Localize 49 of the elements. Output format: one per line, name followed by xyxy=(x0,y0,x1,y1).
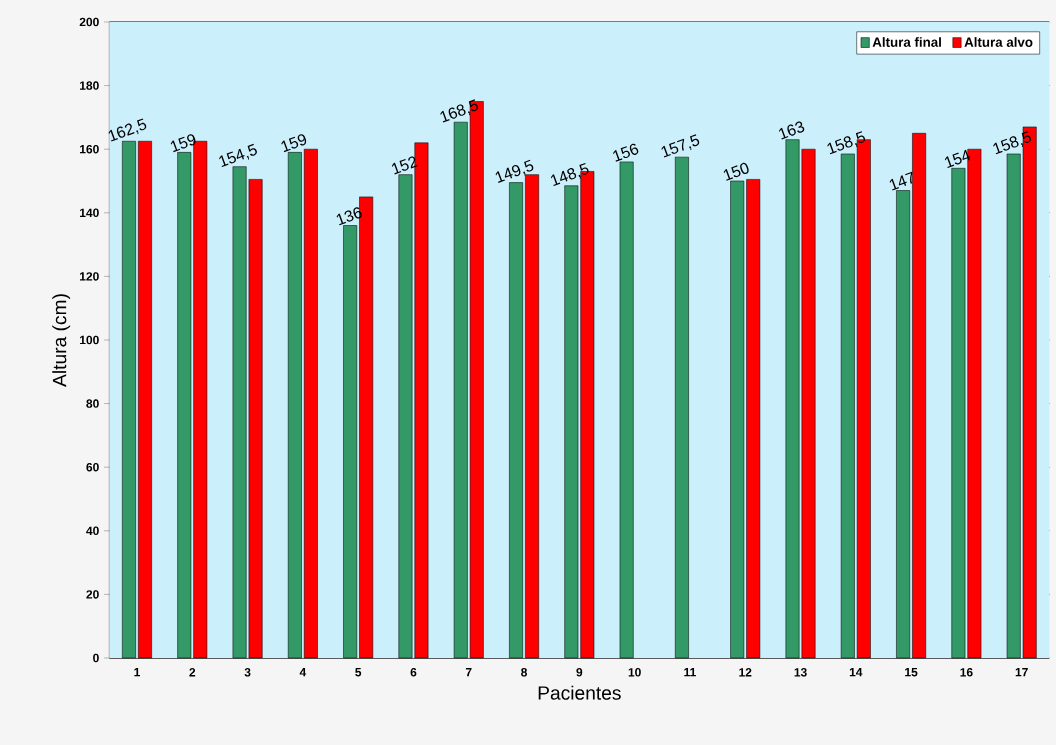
y-tick-label: 40 xyxy=(86,526,99,536)
x-tick-label: 12 xyxy=(739,668,752,677)
x-tick-label: 15 xyxy=(905,668,918,677)
x-tick-label: 8 xyxy=(521,668,528,677)
x-tick-label: 3 xyxy=(244,668,251,677)
data-label: 156 xyxy=(613,143,639,162)
y-tick-label: 80 xyxy=(86,399,99,408)
data-label: 159 xyxy=(170,134,196,153)
legend-label: Altura alvo xyxy=(964,37,1033,47)
x-tick-label: 17 xyxy=(1015,668,1028,677)
data-label: 159 xyxy=(281,134,307,153)
data-label: 157,5 xyxy=(661,134,700,158)
y-tick-label: 0 xyxy=(93,653,99,663)
y-tick-label: 120 xyxy=(80,272,99,281)
x-tick-label: 6 xyxy=(410,668,417,677)
y-tick-label: 160 xyxy=(80,144,99,154)
y-tick-label: 20 xyxy=(86,590,99,599)
x-tick-label: 2 xyxy=(189,668,196,677)
y-tick-label: 200 xyxy=(79,17,99,27)
x-tick-label: 5 xyxy=(355,668,362,677)
x-tick-label: 7 xyxy=(465,668,472,677)
data-label: 154,5 xyxy=(219,143,257,168)
y-axis-title: Altura (cm) xyxy=(52,294,71,387)
data-label: 162,5 xyxy=(108,118,147,142)
data-label: 168,5 xyxy=(440,99,479,123)
data-label: 136 xyxy=(336,207,362,226)
y-tick-label: 100 xyxy=(80,335,99,345)
x-tick-label: 9 xyxy=(576,668,583,677)
data-label: 148,5 xyxy=(550,162,589,187)
data-label: 150 xyxy=(723,162,749,181)
y-tick-label: 60 xyxy=(86,462,99,472)
x-tick-label: 13 xyxy=(794,668,807,677)
x-tick-label: 16 xyxy=(960,668,973,677)
x-tick-label: 1 xyxy=(134,668,140,677)
x-tick-label: 14 xyxy=(849,668,863,677)
y-tick-label: 180 xyxy=(80,81,99,90)
data-label: 154 xyxy=(944,149,971,169)
data-label: 158,5 xyxy=(993,131,1031,155)
data-label: 158,5 xyxy=(827,131,866,155)
x-tick-label: 11 xyxy=(684,668,696,677)
data-label: 163 xyxy=(779,121,805,140)
x-tick-label: 10 xyxy=(628,668,641,677)
data-label: 149,5 xyxy=(495,159,534,183)
x-axis-title: Pacientes xyxy=(538,685,621,700)
data-label: 152 xyxy=(391,156,418,175)
legend-label: Altura final xyxy=(872,37,941,47)
data-label: 147 xyxy=(889,171,913,191)
x-tick-label: 4 xyxy=(299,668,307,677)
y-tick-label: 140 xyxy=(80,208,99,218)
